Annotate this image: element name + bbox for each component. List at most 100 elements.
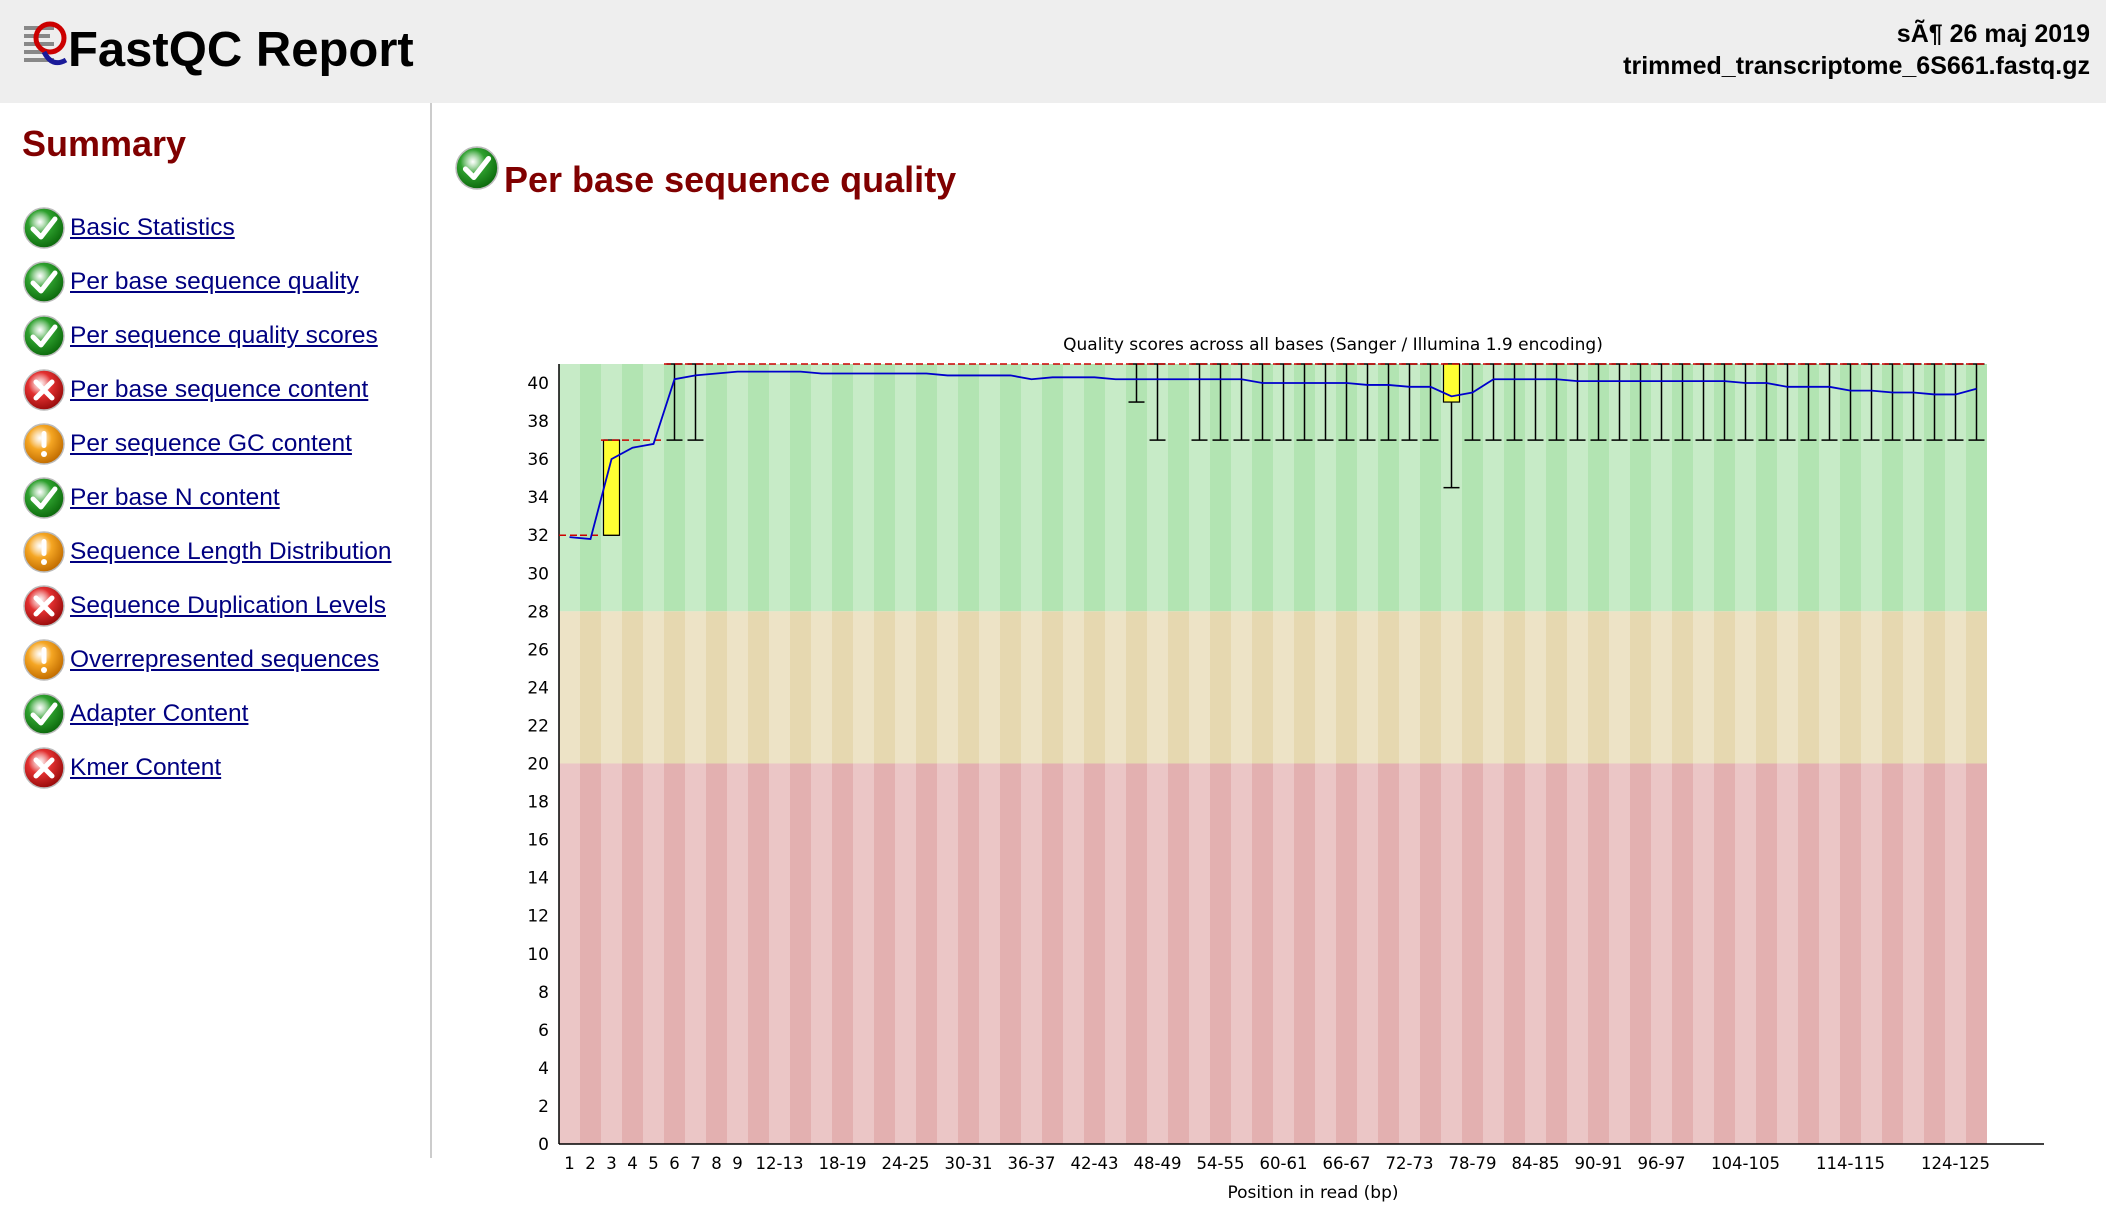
zone-stripe (1819, 763, 1840, 1144)
y-tick-label: 22 (527, 716, 549, 736)
box-82-83 (1504, 363, 1525, 441)
y-tick-label: 34 (527, 488, 549, 508)
box-48-49 (1147, 363, 1168, 441)
fail-icon (23, 369, 65, 411)
x-tick-label: 66-67 (1323, 1154, 1371, 1173)
module-item: Basic Statistics (22, 201, 391, 255)
x-tick-label: 24-25 (882, 1154, 930, 1173)
iqr-box (1442, 363, 1461, 403)
zone-stripe (685, 364, 706, 612)
module-link[interactable]: Per base sequence quality (70, 268, 359, 295)
x-tick-label: 5 (648, 1154, 659, 1173)
box-114-115 (1840, 363, 1861, 441)
zone-stripe (1861, 364, 1882, 612)
fail-icon (23, 585, 65, 627)
zone-stripe (1105, 611, 1126, 764)
box-72-73 (1399, 363, 1420, 441)
module-link[interactable]: Per sequence GC content (70, 430, 352, 457)
module-link[interactable]: Per base N content (70, 484, 280, 511)
zone-stripe (1651, 611, 1672, 764)
module-link[interactable]: Overrepresented sequences (70, 646, 380, 673)
report-date: sÃ¶ 26 maj 2019 (1896, 20, 2090, 48)
y-tick-label: 18 (527, 793, 549, 813)
x-tick-label: 1 (564, 1154, 575, 1173)
module-link[interactable]: Sequence Length Distribution (70, 538, 392, 565)
zone-stripe (1693, 364, 1714, 612)
zone-stripe (1315, 611, 1336, 764)
zone-stripe (769, 611, 790, 764)
summary-title: Summary (22, 123, 187, 164)
zone-stripe (811, 763, 832, 1144)
box-76-77 (1441, 363, 1462, 489)
box-92-93 (1609, 363, 1630, 441)
zone-stripe (769, 364, 790, 612)
zone-stripe (559, 611, 580, 764)
module-link[interactable]: Per base sequence content (70, 376, 369, 403)
zone-stripe (853, 364, 874, 612)
zone-stripe (1609, 364, 1630, 612)
zone-stripe (1567, 611, 1588, 764)
zone-stripe (895, 611, 916, 764)
zone-stripe (1567, 364, 1588, 612)
report-filename: trimmed_transcriptome_6S661.fastq.gz (1623, 52, 2090, 80)
main-content: Per base sequence quality Quality scores… (432, 103, 2106, 1203)
box-62-63 (1294, 363, 1315, 441)
x-tick-label: 72-73 (1386, 1154, 1434, 1173)
zone-stripe (601, 763, 622, 1144)
box-124-125 (1945, 363, 1966, 441)
box-122-123 (1924, 363, 1945, 441)
zone-stripe (1273, 364, 1294, 612)
box-100-101 (1693, 363, 1714, 441)
chart-title: Quality scores across all bases (Sanger … (1063, 335, 1603, 355)
module-link[interactable]: Basic Statistics (70, 214, 235, 241)
module-item: Per sequence GC content (22, 417, 391, 471)
zone-stripe (1273, 611, 1294, 764)
y-tick-label: 38 (527, 412, 549, 432)
y-tick-label: 12 (527, 907, 549, 927)
zone-stripe (1021, 763, 1042, 1144)
mean-quality-line (569, 370, 1977, 540)
zone-stripe (1777, 611, 1798, 764)
zone-stripe (1231, 611, 1252, 764)
zone-stripe (1063, 364, 1084, 612)
box-56-57 (1231, 363, 1252, 441)
box-70-71 (1378, 363, 1399, 441)
zone-stripe (1231, 364, 1252, 612)
pass-icon (23, 207, 65, 249)
warning-icon (23, 531, 65, 573)
module-item: Per base sequence content (22, 363, 391, 417)
module-item: Sequence Duplication Levels (22, 579, 391, 633)
zone-stripe (1735, 763, 1756, 1144)
zone-stripe (1189, 611, 1210, 764)
zone-stripe (1819, 364, 1840, 612)
zone-stripe (1735, 611, 1756, 764)
module-item: Per base sequence quality (22, 255, 391, 309)
zone-stripe (685, 611, 706, 764)
zone-stripe (559, 364, 580, 612)
zone-stripe (1189, 364, 1210, 612)
y-tick-label: 40 (527, 374, 549, 394)
zone-stripe (1357, 763, 1378, 1144)
module-link[interactable]: Per sequence quality scores (70, 322, 378, 349)
box-94-95 (1630, 363, 1651, 441)
y-tick-label: 20 (527, 755, 549, 775)
x-tick-label: 60-61 (1260, 1154, 1308, 1173)
box-58-59 (1252, 363, 1273, 441)
zone-stripe (1273, 763, 1294, 1144)
zone-stripe (1567, 763, 1588, 1144)
x-tick-label: 9 (732, 1154, 743, 1173)
zone-stripe (1441, 611, 1462, 764)
module-link[interactable]: Kmer Content (70, 754, 222, 781)
zone-stripe (643, 611, 664, 764)
zone-stripe (1105, 763, 1126, 1144)
zone-stripe (1861, 611, 1882, 764)
module-link[interactable]: Adapter Content (70, 700, 249, 727)
zone-stripe (1483, 364, 1504, 612)
x-tick-label: 18-19 (819, 1154, 867, 1173)
y-tick-label: 10 (527, 945, 549, 965)
box-126 (1966, 363, 1987, 441)
box-80-81 (1483, 363, 1504, 441)
zone-stripe (1231, 763, 1252, 1144)
module-link[interactable]: Sequence Duplication Levels (70, 592, 386, 619)
zone-stripe (1483, 763, 1504, 1144)
